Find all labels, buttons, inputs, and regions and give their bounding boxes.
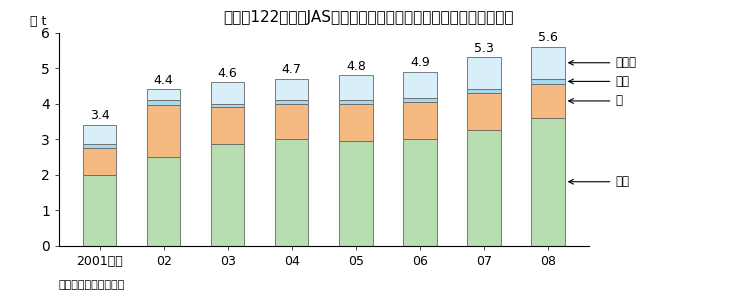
- Text: 5.6: 5.6: [538, 31, 558, 44]
- Text: 4.9: 4.9: [410, 56, 430, 69]
- Text: 果樹: 果樹: [569, 75, 629, 88]
- Bar: [147, 100, 180, 105]
- Text: 4.6: 4.6: [218, 67, 238, 80]
- Bar: [467, 89, 500, 93]
- Bar: [147, 89, 180, 100]
- Text: 万 t: 万 t: [29, 15, 46, 28]
- Text: 4.4: 4.4: [154, 74, 174, 87]
- Bar: [83, 144, 116, 148]
- Bar: [403, 139, 436, 246]
- Bar: [339, 141, 372, 246]
- Bar: [531, 47, 565, 79]
- Text: 米: 米: [569, 94, 623, 107]
- Text: 野菜: 野菜: [569, 175, 629, 188]
- Text: 図３－122　有機JAS制度のもとでの有機農産物の格付数量の推移: 図３－122 有機JAS制度のもとでの有機農産物の格付数量の推移: [223, 10, 513, 25]
- Bar: [467, 57, 500, 89]
- Text: その他: その他: [569, 56, 637, 69]
- Bar: [275, 100, 308, 104]
- Text: 4.8: 4.8: [346, 60, 366, 73]
- Bar: [147, 105, 180, 157]
- Bar: [467, 93, 500, 130]
- Bar: [275, 79, 308, 100]
- Bar: [531, 79, 565, 84]
- Bar: [531, 84, 565, 118]
- Text: 4.7: 4.7: [282, 63, 302, 76]
- Bar: [339, 75, 372, 100]
- Text: 5.3: 5.3: [474, 42, 494, 55]
- Bar: [339, 104, 372, 141]
- Text: 3.4: 3.4: [90, 110, 110, 123]
- Bar: [467, 130, 500, 246]
- Bar: [403, 72, 436, 98]
- Bar: [403, 98, 436, 102]
- Bar: [275, 139, 308, 246]
- Bar: [147, 157, 180, 246]
- Bar: [83, 148, 116, 175]
- Bar: [339, 100, 372, 104]
- Bar: [211, 144, 244, 246]
- Bar: [403, 102, 436, 139]
- Bar: [211, 107, 244, 144]
- Bar: [211, 104, 244, 107]
- Bar: [531, 118, 565, 246]
- Bar: [275, 104, 308, 139]
- Bar: [211, 82, 244, 104]
- Bar: [83, 175, 116, 246]
- Text: 資料：農林水産省調べ: 資料：農林水産省調べ: [59, 280, 125, 290]
- Bar: [83, 125, 116, 144]
